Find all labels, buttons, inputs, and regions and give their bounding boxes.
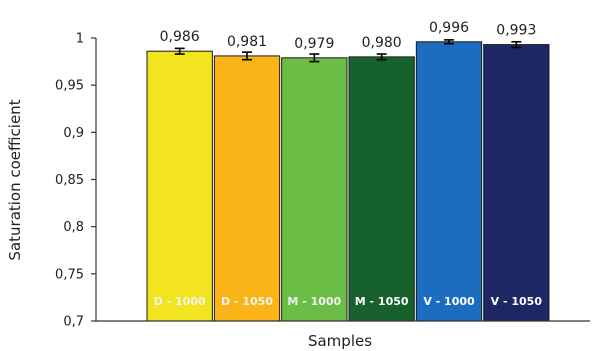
y-axis-title: Saturation coefficient bbox=[6, 99, 24, 260]
category-label: D - 1050 bbox=[221, 295, 273, 308]
y-tick-label: 0,8 bbox=[63, 220, 84, 235]
data-label: 0,979 bbox=[294, 36, 334, 52]
data-label: 0,980 bbox=[362, 35, 402, 51]
category-label: V - 1000 bbox=[423, 295, 475, 308]
y-tick-label: 0,95 bbox=[55, 79, 84, 94]
bar bbox=[213, 55, 281, 322]
bar bbox=[146, 50, 213, 322]
y-tick-label: 0,9 bbox=[63, 126, 84, 141]
y-tick-label: 0,7 bbox=[63, 315, 84, 330]
data-label: 0,986 bbox=[160, 29, 200, 45]
bar bbox=[348, 56, 415, 322]
y-tick-label: 0,85 bbox=[55, 173, 84, 188]
bar bbox=[415, 41, 483, 322]
y-tick-label: 0,75 bbox=[55, 267, 84, 282]
data-label: 0,996 bbox=[429, 20, 469, 36]
data-label: 0,993 bbox=[496, 23, 536, 39]
category-label: V - 1050 bbox=[491, 295, 543, 308]
x-axis-title: Samples bbox=[308, 332, 372, 350]
data-label: 0,981 bbox=[227, 34, 267, 50]
y-axis: 0,7 0,75 0,8 0,85 0,9 0,95 1 bbox=[55, 32, 97, 330]
bar bbox=[281, 57, 348, 322]
category-label: D - 1000 bbox=[154, 295, 206, 308]
bars: 0,986 D - 1000 0,981 D - 1050 0,979 M - 1000 0… bbox=[146, 20, 550, 322]
category-label: M - 1000 bbox=[287, 295, 341, 308]
bar bbox=[483, 44, 550, 322]
y-tick-label: 1 bbox=[76, 32, 84, 47]
category-label: M - 1050 bbox=[355, 295, 409, 308]
